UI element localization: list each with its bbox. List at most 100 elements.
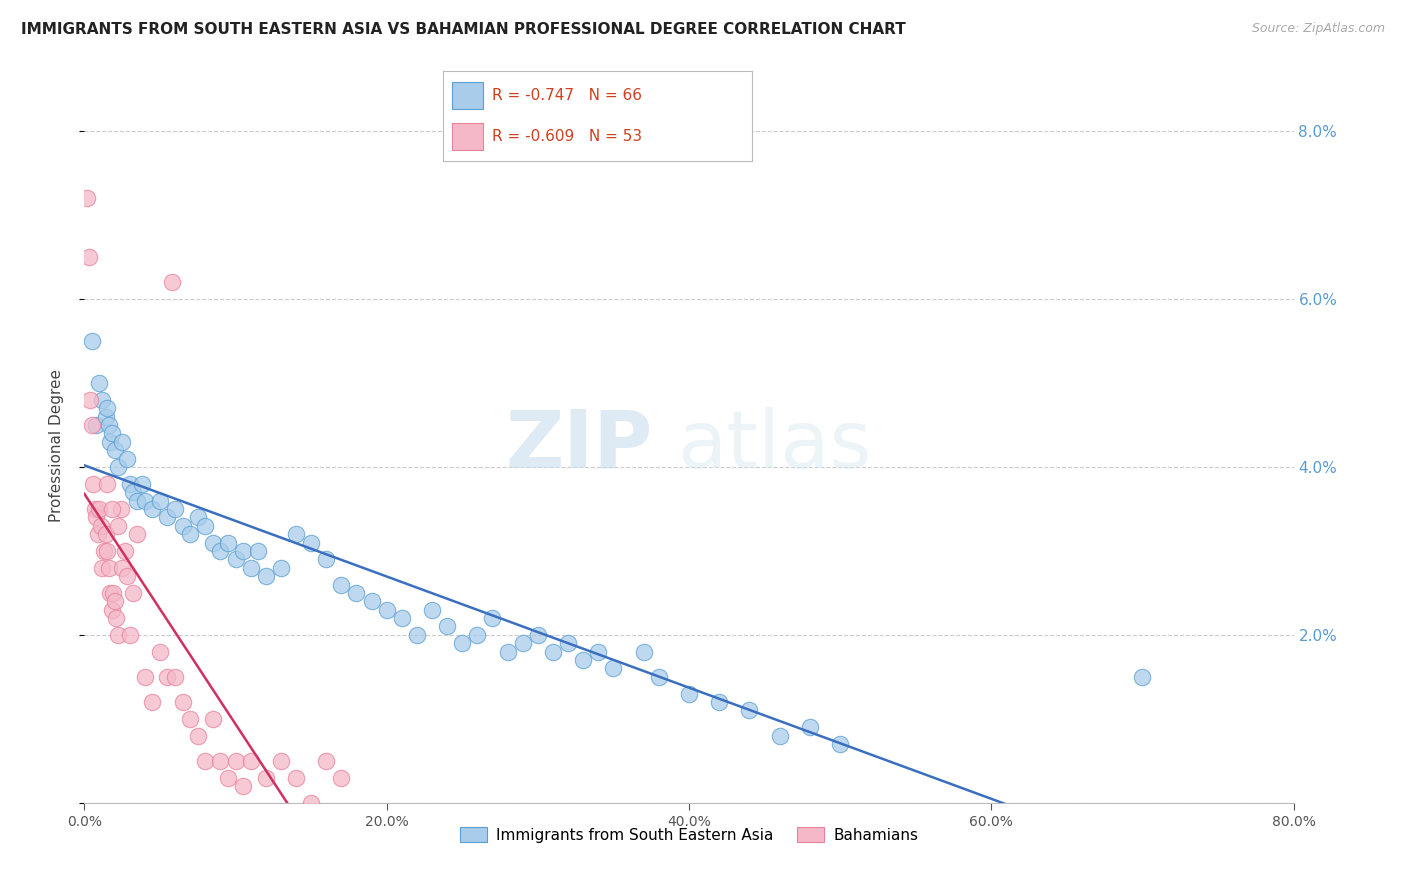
Point	[100, 603, 122, 617]
Point	[738, 703, 761, 717]
Point	[633, 645, 655, 659]
Point	[87, 527, 110, 541]
Point	[107, 518, 129, 533]
Point	[232, 544, 254, 558]
Point	[98, 434, 121, 449]
Point	[165, 502, 187, 516]
Point	[127, 527, 149, 541]
Point	[94, 527, 117, 541]
Point	[77, 250, 100, 264]
Point	[709, 695, 731, 709]
Text: R = -0.609   N = 53: R = -0.609 N = 53	[492, 129, 643, 144]
Point	[588, 645, 610, 659]
Point	[239, 560, 262, 574]
Point	[187, 729, 209, 743]
Point	[104, 594, 127, 608]
Point	[100, 426, 122, 441]
Point	[467, 628, 489, 642]
Point	[799, 720, 821, 734]
Point	[141, 502, 163, 516]
Point	[330, 771, 353, 785]
Point	[496, 645, 519, 659]
Point	[149, 493, 172, 508]
Point	[110, 502, 132, 516]
Point	[82, 476, 104, 491]
Point	[105, 611, 128, 625]
Point	[107, 628, 129, 642]
Point	[254, 771, 277, 785]
Bar	[453, 123, 484, 150]
Point	[315, 754, 337, 768]
Point	[101, 586, 124, 600]
Point	[299, 535, 322, 549]
Point	[98, 586, 121, 600]
Point	[91, 392, 114, 407]
Point	[557, 636, 579, 650]
Point	[194, 518, 217, 533]
Text: R = -0.747   N = 66: R = -0.747 N = 66	[492, 88, 643, 103]
Point	[96, 544, 118, 558]
Point	[89, 502, 111, 516]
Point	[830, 737, 852, 751]
Point	[134, 493, 156, 508]
Point	[769, 729, 792, 743]
Point	[481, 611, 503, 625]
Point	[89, 376, 111, 390]
Point	[172, 695, 194, 709]
Point	[179, 712, 201, 726]
Point	[527, 628, 550, 642]
Point	[165, 670, 187, 684]
Point	[375, 603, 398, 617]
Point	[512, 636, 534, 650]
Text: atlas: atlas	[676, 407, 872, 485]
Point	[100, 502, 122, 516]
Point	[127, 493, 149, 508]
Y-axis label: Professional Degree: Professional Degree	[49, 369, 63, 523]
Point	[97, 560, 120, 574]
Point	[97, 417, 120, 432]
Point	[134, 670, 156, 684]
Point	[107, 460, 129, 475]
Point	[187, 510, 209, 524]
Point	[111, 434, 134, 449]
Point	[346, 586, 368, 600]
Point	[541, 645, 564, 659]
Point	[96, 476, 118, 491]
Point	[572, 653, 595, 667]
Point	[91, 560, 114, 574]
Point	[451, 636, 474, 650]
Point	[678, 687, 700, 701]
Point	[86, 510, 108, 524]
Point	[172, 518, 194, 533]
Point	[111, 560, 134, 574]
Point	[141, 695, 163, 709]
Text: ZIP: ZIP	[505, 407, 652, 485]
Point	[93, 544, 115, 558]
Point	[254, 569, 277, 583]
Point	[156, 670, 179, 684]
Point	[1132, 670, 1154, 684]
Point	[156, 510, 179, 524]
Point	[436, 619, 458, 633]
Point	[76, 191, 98, 205]
Point	[149, 645, 172, 659]
Point	[239, 754, 262, 768]
Point	[225, 754, 247, 768]
Text: Source: ZipAtlas.com: Source: ZipAtlas.com	[1251, 22, 1385, 36]
Bar	[453, 82, 484, 109]
Point	[315, 552, 337, 566]
Point	[285, 527, 308, 541]
Point	[217, 535, 239, 549]
Point	[115, 569, 138, 583]
Point	[648, 670, 671, 684]
Text: IMMIGRANTS FROM SOUTH EASTERN ASIA VS BAHAMIAN PROFESSIONAL DEGREE CORRELATION C: IMMIGRANTS FROM SOUTH EASTERN ASIA VS BA…	[21, 22, 905, 37]
Point	[80, 417, 103, 432]
Point	[179, 527, 201, 541]
Point	[247, 544, 270, 558]
Point	[104, 443, 127, 458]
Point	[121, 485, 143, 500]
Point	[360, 594, 382, 608]
Point	[118, 628, 141, 642]
Point	[209, 754, 232, 768]
Point	[94, 409, 117, 424]
